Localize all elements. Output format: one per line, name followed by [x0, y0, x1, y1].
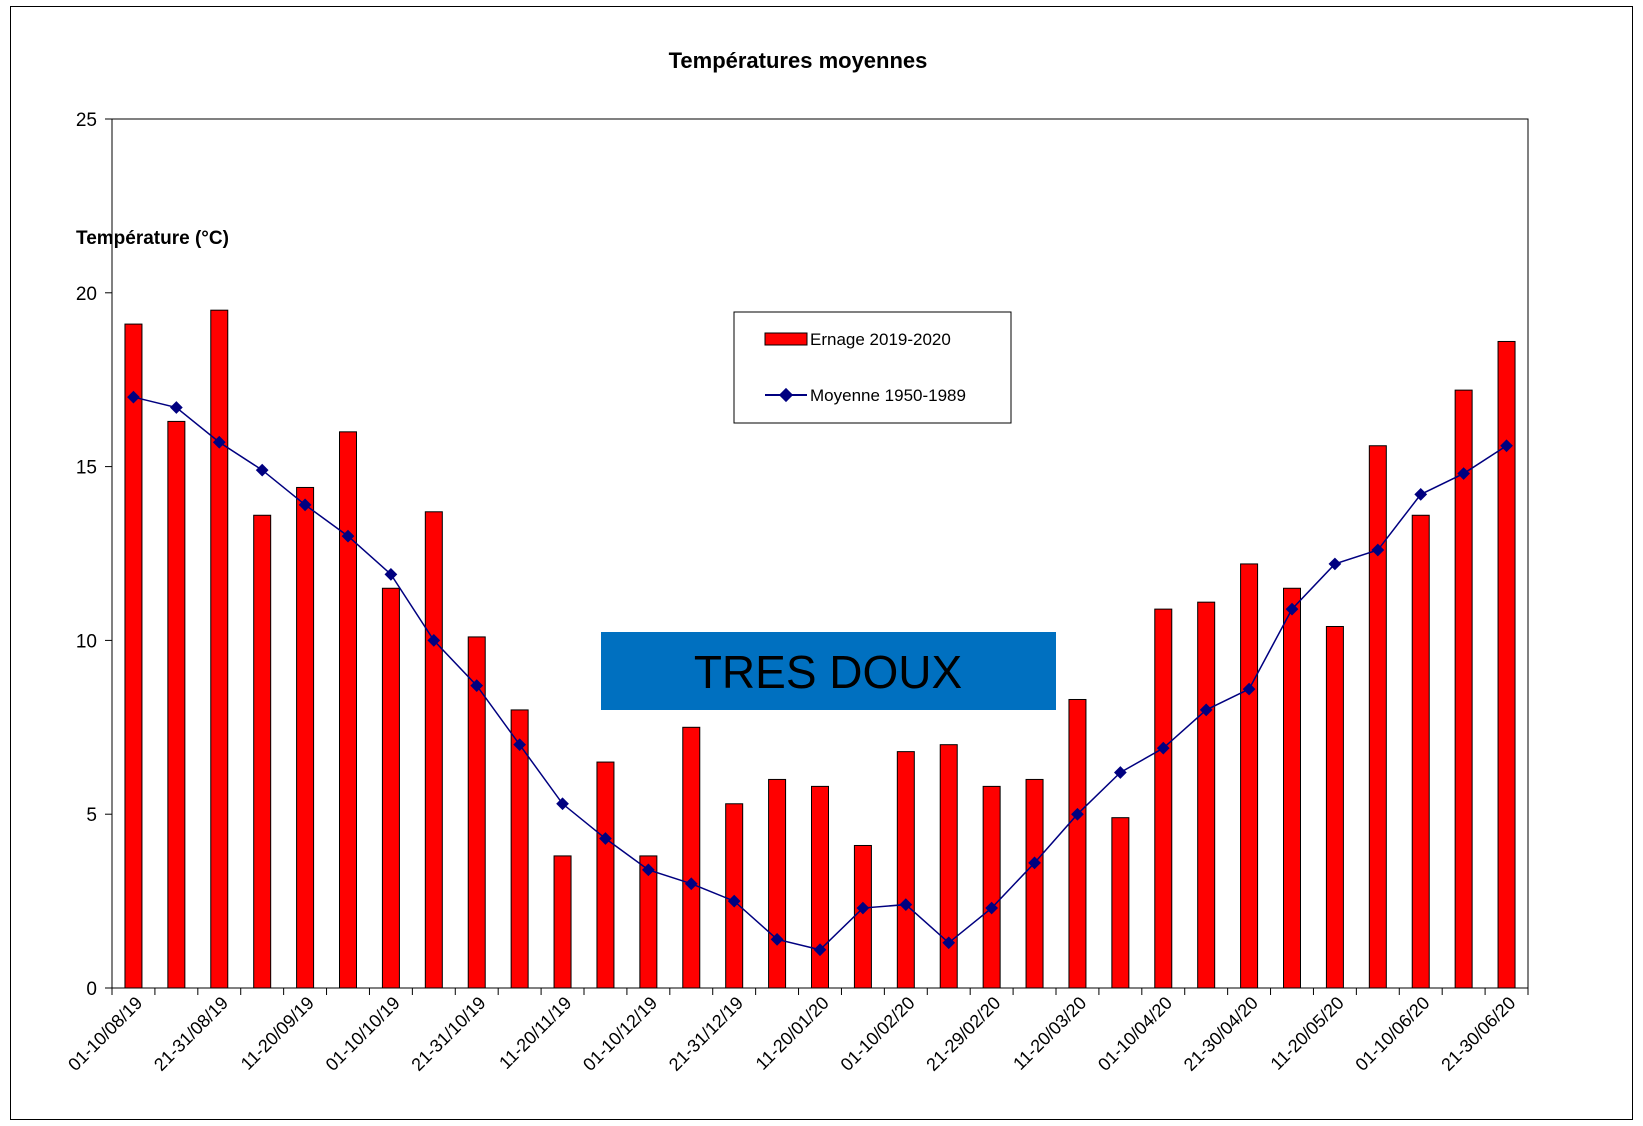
chart-title: Températures moyennes: [669, 48, 928, 73]
annotation-box: TRES DOUX: [601, 632, 1056, 710]
x-tick-label: 11-20/11/19: [495, 993, 575, 1073]
bar: [297, 487, 314, 988]
x-tick-label: 21-31/08/19: [150, 993, 232, 1075]
bar: [683, 727, 700, 988]
bar: [854, 845, 871, 988]
bar: [554, 856, 571, 988]
bar: [1241, 564, 1258, 988]
bar: [1069, 699, 1086, 988]
bar: [382, 588, 399, 988]
annotation-text: TRES DOUX: [694, 646, 962, 698]
bar: [1412, 515, 1429, 988]
line-point: [1414, 488, 1427, 501]
x-tick-label: 11-20/03/20: [1009, 993, 1090, 1074]
x-tick-label: 21-30/04/20: [1180, 993, 1262, 1075]
y-tick-label: 15: [76, 458, 97, 479]
bar: [1369, 446, 1386, 988]
bar: [897, 752, 914, 988]
x-tick-label: 01-10/06/20: [1351, 993, 1433, 1075]
bar: [125, 324, 142, 988]
bar: [1026, 779, 1043, 988]
bar: [1155, 609, 1172, 988]
x-tick-label: 01-10/02/20: [837, 993, 919, 1075]
y-axis-label: Température (°C): [76, 228, 229, 249]
x-tick-label: 21-31/10/19: [407, 993, 489, 1075]
x-tick-label: 11-20/01/20: [752, 993, 833, 1074]
x-tick-label: 11-20/09/19: [237, 993, 318, 1074]
x-tick-label: 21-31/12/19: [665, 993, 747, 1075]
legend-label-bars: Ernage 2019-2020: [810, 330, 951, 349]
x-tick-label: 01-10/08/19: [64, 993, 146, 1075]
bar: [983, 786, 1000, 988]
bar: [940, 745, 957, 988]
y-tick-label: 25: [76, 110, 97, 131]
x-tick-label: 11-20/05/20: [1267, 993, 1348, 1074]
y-tick-label: 0: [86, 979, 97, 1000]
x-tick-label: 21-29/02/20: [922, 993, 1004, 1075]
x-tick-label: 01-10/12/19: [579, 993, 661, 1075]
x-tick-label: 21-30/06/20: [1437, 993, 1519, 1075]
bar: [597, 762, 614, 988]
bar: [769, 779, 786, 988]
bar: [1326, 626, 1343, 988]
bar: [1284, 588, 1301, 988]
bar: [812, 786, 829, 988]
bar: [168, 421, 185, 988]
y-tick-label: 20: [76, 284, 97, 305]
x-tick-label: 01-10/10/19: [322, 993, 404, 1075]
y-tick-label: 10: [76, 631, 97, 652]
bar: [1198, 602, 1215, 988]
bar: [254, 515, 271, 988]
x-tick-label: 01-10/04/20: [1094, 993, 1176, 1075]
legend-bar-swatch: [765, 333, 807, 345]
bar: [211, 310, 228, 988]
bar: [425, 512, 442, 988]
legend-box: [734, 312, 1011, 423]
y-tick-label: 5: [86, 805, 97, 826]
bar: [1112, 818, 1129, 988]
legend: Ernage 2019-2020 Moyenne 1950-1989: [734, 312, 1011, 423]
legend-label-line: Moyenne 1950-1989: [810, 386, 966, 405]
bar: [1498, 341, 1515, 988]
bar: [340, 432, 357, 988]
